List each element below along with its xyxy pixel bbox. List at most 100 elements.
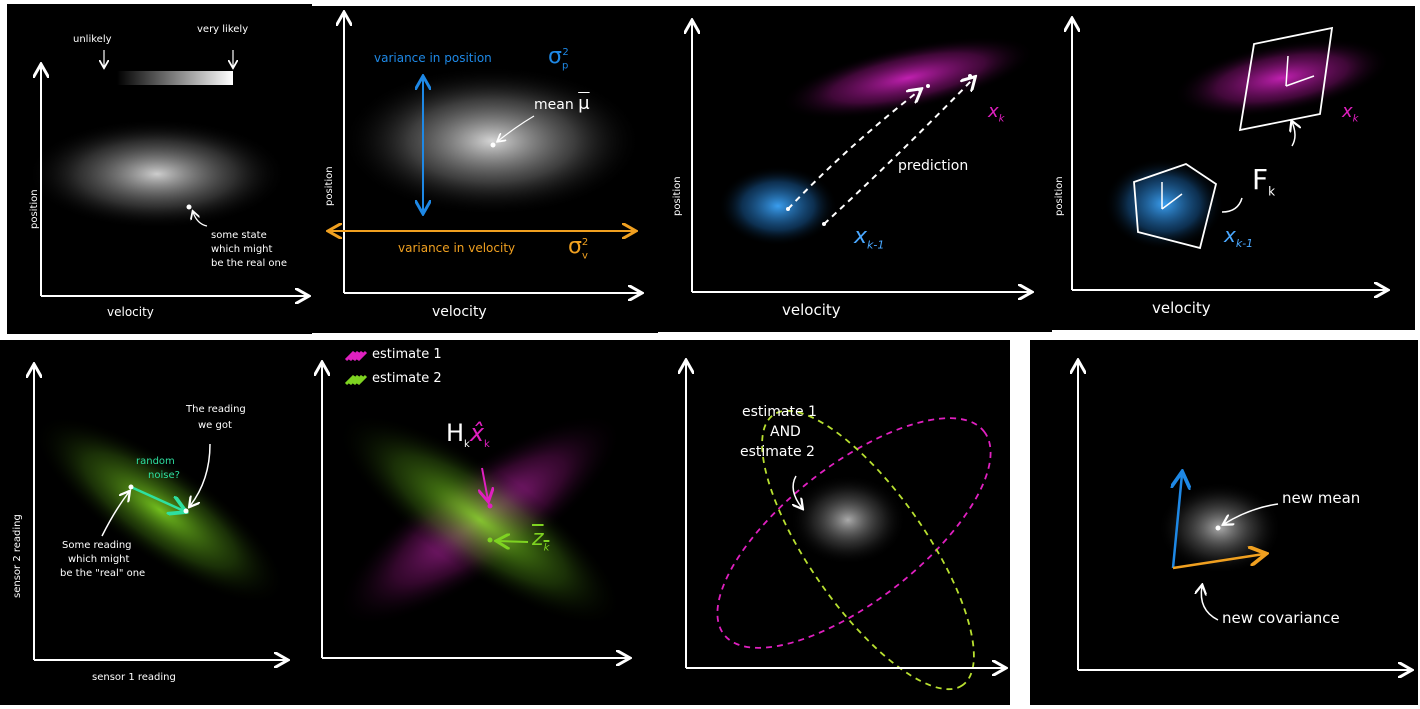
panel-two-estimates: estimate 1 estimate 2 Hkx̂k zk	[290, 340, 658, 705]
state-point	[186, 204, 192, 210]
state-gaussian-blob	[27, 119, 287, 229]
mean-text: mean	[534, 97, 574, 113]
mean-pointer	[498, 115, 535, 141]
legend-estimate-2: estimate 2	[372, 371, 442, 386]
panel-new-estimate: new mean new covariance	[1030, 340, 1418, 705]
xk1-label: xk-1	[854, 224, 884, 252]
y-axis-label: position	[672, 176, 683, 216]
xk1-subscript: k-1	[1235, 237, 1254, 250]
overlap-line-1: estimate 1	[742, 404, 817, 420]
new-mean-label: new mean	[1282, 489, 1361, 507]
xk1-subscript: k-1	[867, 238, 885, 252]
x-axis-label: sensor 1 reading	[92, 672, 176, 683]
x-axis-label: velocity	[107, 305, 154, 319]
prior-blue-blob	[718, 166, 838, 246]
panel-transform: Fk xk xk-1 position velocity	[1052, 6, 1415, 330]
prediction-arrow-2	[823, 78, 974, 225]
covariance-pointer	[1201, 586, 1219, 621]
xk-symbol: x	[988, 101, 999, 122]
transformed-basis-vectors	[1285, 55, 1315, 87]
real-note-line-3: be the "real" one	[60, 568, 146, 579]
xk-subscript: k	[998, 113, 1005, 125]
panel-3-graphic	[658, 6, 1036, 332]
f-arrow	[1292, 122, 1295, 147]
real-pointer	[101, 492, 129, 537]
x-axis-label: velocity	[782, 301, 841, 319]
panel-prediction: prediction xk xk-1 position velocity	[658, 6, 1052, 332]
prior-point-1	[786, 207, 790, 211]
state-note-line-3: be the real one	[211, 258, 288, 269]
state-gaussian-blob	[342, 66, 642, 216]
mean-point	[490, 142, 496, 148]
prior-covariance-box	[1133, 163, 1218, 250]
y-axis-label: sensor 2 reading	[12, 514, 23, 598]
x-axis-label: velocity	[1152, 299, 1211, 317]
f-pointer	[1221, 197, 1243, 213]
prediction-label: prediction	[898, 158, 969, 174]
new-mean-point	[1215, 525, 1221, 531]
new-covariance-label: new covariance	[1222, 609, 1340, 627]
sigma-v-symbol: σv 2	[568, 234, 594, 262]
velocity-variance-label: variance in velocity	[398, 241, 516, 255]
y-axis-label: position	[324, 166, 335, 206]
x-axis-label: velocity	[432, 304, 487, 320]
note-pointer	[193, 212, 208, 227]
panel-5-graphic	[0, 340, 290, 705]
prior-basis-vectors	[1161, 182, 1183, 210]
f-label: Fk	[1252, 163, 1276, 199]
covariance-axis-orange	[1172, 554, 1264, 570]
legend-swatch-2	[344, 374, 368, 386]
h-xhat-label: Hkx̂k	[446, 419, 490, 450]
panel-2-graphic	[312, 6, 658, 333]
h-subscript: k	[464, 438, 470, 450]
reading-note-line-2: we got	[198, 420, 232, 431]
legend-swatch-1	[344, 350, 368, 362]
panel-state-distribution: unlikely very likely position velocity s…	[7, 4, 312, 334]
sensor-green-blob	[34, 415, 286, 605]
real-reading-point	[128, 484, 134, 490]
prior-blue-blob	[1104, 158, 1224, 250]
overlap-blob	[790, 475, 906, 565]
panel-8-graphic	[1030, 340, 1418, 705]
prior-point-2	[822, 222, 826, 226]
h-symbol: H	[446, 419, 465, 447]
xk-symbol: x	[1342, 101, 1353, 122]
z-arrow	[498, 541, 529, 542]
estimate-2-outline	[761, 409, 975, 691]
estimate-1-outline	[716, 417, 992, 649]
panel-1-graphic	[27, 50, 312, 334]
overlap-pointer	[793, 475, 802, 508]
position-variance-label: variance in position	[374, 51, 492, 65]
xk1-label: xk-1	[1224, 224, 1253, 251]
sigma-p: σ	[548, 44, 562, 69]
mean-pointer	[1224, 503, 1279, 524]
f-subscript: k	[1268, 184, 1276, 199]
estimate-2-blob	[337, 413, 623, 627]
predicted-measurement-point	[487, 503, 493, 509]
sigma-p-sup: 2	[562, 46, 569, 58]
real-note-line-2: which might	[68, 554, 130, 565]
mu-symbol: μ	[578, 93, 590, 114]
transformed-magenta-blob	[1173, 38, 1391, 118]
noise-arrow	[130, 485, 184, 511]
xhat-subscript: k	[484, 438, 490, 450]
xk-label: xk	[988, 101, 1005, 125]
panel-6-graphic	[290, 350, 658, 705]
z-subscript: k	[543, 542, 550, 554]
predicted-point-1	[926, 84, 930, 88]
xhat-symbol: x̂	[469, 419, 485, 447]
xk-label: xk	[1342, 101, 1358, 125]
sigma-p-symbol: σp 2	[548, 44, 575, 72]
noise-note-line-2: noise?	[148, 470, 180, 481]
likelihood-bar	[117, 71, 233, 85]
legend-estimate-1: estimate 1	[372, 347, 442, 362]
h-xhat-arrow	[482, 467, 488, 500]
z-symbol: z	[532, 526, 544, 551]
sigma-p-sub: p	[561, 60, 569, 72]
panel-sensor-readings: The reading we got random noise? Some re…	[0, 340, 290, 705]
covariance-axis-blue	[1173, 474, 1182, 569]
reading-pointer	[190, 443, 211, 506]
real-note-line-1: Some reading	[62, 540, 132, 551]
sigma-v: σ	[568, 234, 582, 259]
measured-reading-point	[183, 508, 189, 514]
